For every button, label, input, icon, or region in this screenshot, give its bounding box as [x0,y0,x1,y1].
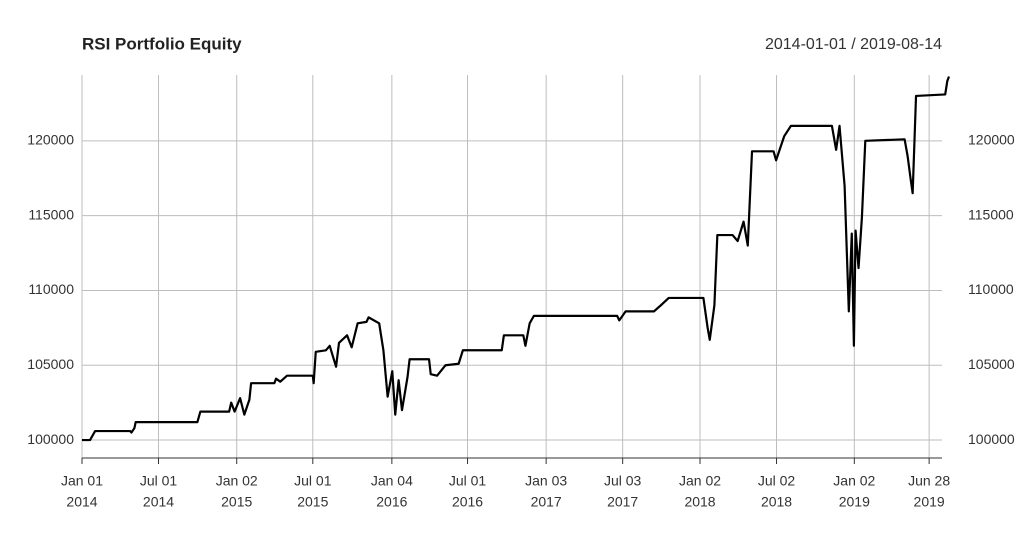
chart-subtitle: 2014-01-01 / 2019-08-14 [765,36,942,53]
y-tick-label-right: 100000 [968,431,1015,447]
x-tick-label: 2017 [531,494,562,510]
y-tick-label: 115000 [28,206,74,222]
x-tick-label: 2019 [839,494,870,510]
x-tick-label: Jun 28 [908,473,950,489]
x-tick-label: Jan 04 [371,473,413,489]
x-tick-label: 2019 [914,494,945,510]
x-tick-label: Jul 03 [604,473,642,489]
x-tick-label: Jan 01 [61,473,103,489]
x-tick-label: 2017 [607,494,638,510]
x-tick-label: 2018 [684,494,715,510]
x-tick-label: Jan 02 [679,473,721,489]
x-tick-label: Jul 02 [758,473,796,489]
y-tick-label: 105000 [27,356,74,372]
y-tick-label-right: 115000 [968,206,1014,222]
x-tick-label: 2016 [376,494,407,510]
y-tick-label-right: 105000 [968,356,1015,372]
y-tick-label-right: 120000 [968,132,1015,148]
x-tick-label: Jul 01 [449,473,487,489]
x-tick-label: Jul 01 [140,473,178,489]
x-tick-label: Jan 03 [525,473,567,489]
x-tick-label: Jan 02 [833,473,875,489]
y-tick-label-right: 110000 [968,281,1014,297]
line [82,76,951,442]
x-tick-label: Jul 01 [294,473,332,489]
y-tick-label: 120000 [27,132,74,148]
y-tick-label: 100000 [27,431,74,447]
x-tick-label: 2015 [221,494,252,510]
chart-title: RSI Portfolio Equity [82,34,242,53]
x-tick-label: 2015 [297,494,328,510]
x-tick-label: 2014 [143,494,174,510]
x-tick-label: 2018 [761,494,792,510]
x-tick-label: 2016 [452,494,483,510]
x-tick-label: 2014 [66,494,97,510]
x-tick-label: Jan 02 [216,473,258,489]
y-tick-label: 110000 [28,281,74,297]
